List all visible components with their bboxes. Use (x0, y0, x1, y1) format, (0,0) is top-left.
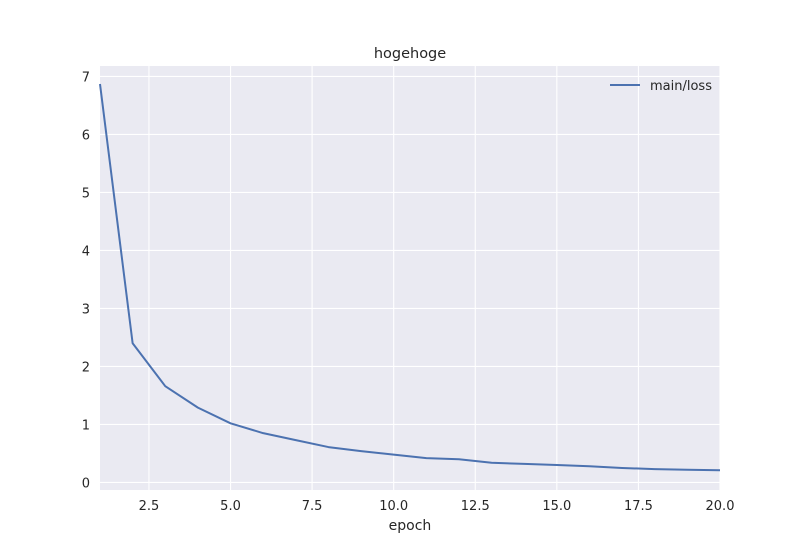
plot-area (100, 66, 720, 490)
x-tick-label: 20.0 (706, 499, 735, 514)
x-tick-label: 7.5 (302, 499, 323, 514)
x-tick-label: 15.0 (542, 499, 571, 514)
y-tick-label: 7 (82, 70, 90, 85)
y-tick-label: 4 (82, 244, 90, 259)
x-tick-label: 12.5 (461, 499, 490, 514)
y-tick-label: 2 (82, 360, 90, 375)
series-line (99, 83, 721, 472)
y-tick-label: 3 (82, 302, 90, 317)
chart-title: hogehoge (374, 46, 446, 62)
x-axis-label: epoch (389, 518, 432, 534)
y-tick-label: 5 (82, 186, 90, 201)
x-tick-label: 17.5 (624, 499, 653, 514)
y-tick-label: 6 (82, 128, 90, 143)
x-tick-label: 5.0 (220, 499, 241, 514)
legend-entry-label: main/loss (650, 79, 712, 94)
y-tick-label: 1 (82, 418, 90, 433)
grid-lines (100, 66, 721, 490)
legend: main/loss (610, 79, 712, 94)
tick-labels: 2.5 5.0 7.5 10.0 12.5 15.0 17.5 20.0 0 1 2 3 4 5 6 7 (82, 70, 735, 514)
series-layer (99, 83, 721, 472)
y-tick-label: 0 (82, 476, 90, 491)
x-tick-label: 2.5 (139, 499, 160, 514)
x-tick-label: 10.0 (379, 499, 408, 514)
